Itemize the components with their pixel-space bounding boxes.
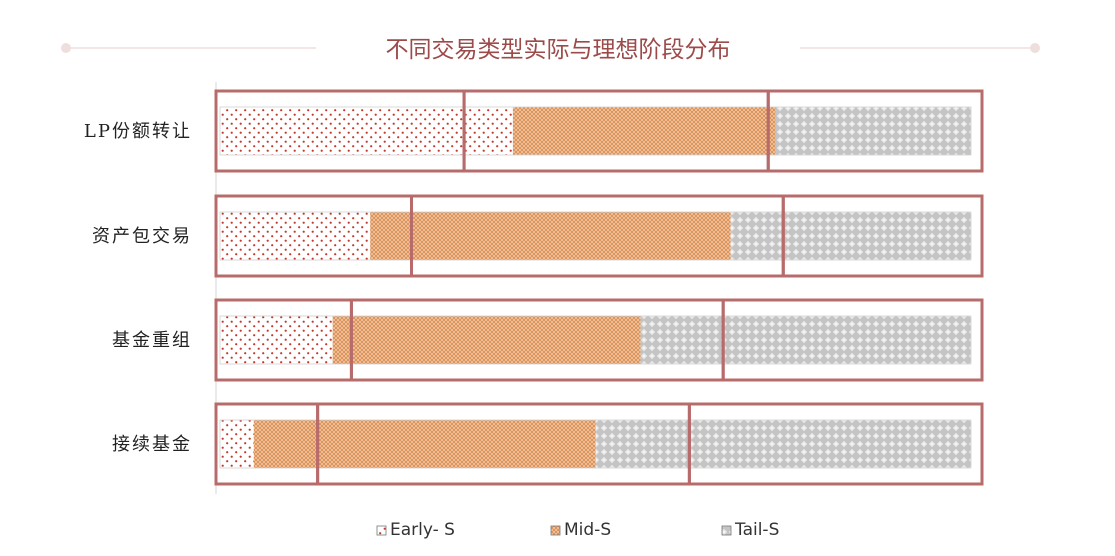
bar-outline [219, 315, 972, 365]
bars-layer [219, 106, 972, 469]
title-decoration [61, 28, 1040, 68]
legend-label: Mid-S [564, 520, 611, 540]
bar-segment-crosshatch [512, 107, 776, 155]
legend-label: Early- S [390, 520, 455, 540]
ideal-stage-frame [721, 298, 984, 382]
bar-segment-crosshatch [253, 420, 596, 468]
bar-segment-dots [220, 420, 254, 468]
bar-segment-dots [220, 316, 333, 364]
ideal-stage-frame [687, 402, 984, 486]
bar-segment-crosshatch [370, 212, 731, 260]
bar-segment-crosshatch [332, 316, 641, 364]
category-label: 资产包交易 [92, 226, 192, 247]
legend-label: Tail-S [734, 520, 779, 540]
bar-outline [219, 106, 972, 156]
bar-segment-diamond [595, 420, 971, 468]
bar-segment-diamond [775, 107, 971, 155]
legend-swatch [550, 525, 561, 536]
ideal-stage-frame [766, 89, 984, 173]
legend-swatch [376, 525, 387, 536]
category-label: 接续基金 [112, 434, 192, 455]
bar-segment-diamond [730, 212, 971, 260]
legend-swatch [721, 525, 732, 536]
bar-segment-diamond [640, 316, 971, 364]
bar-outline [219, 419, 972, 469]
category-label: 基金重组 [112, 330, 192, 351]
bar-segment-dots [220, 212, 371, 260]
ideal-stage-frame [781, 194, 984, 278]
ideal-stage-frames [214, 89, 984, 486]
legend: Early- S Mid-S Tail-S [376, 520, 779, 540]
bar-outline [219, 211, 972, 261]
category-label: LP份额转让 [84, 121, 192, 142]
bar-segment-dots [220, 107, 513, 155]
chart-title: 不同交易类型实际与理想阶段分布 [386, 37, 731, 63]
